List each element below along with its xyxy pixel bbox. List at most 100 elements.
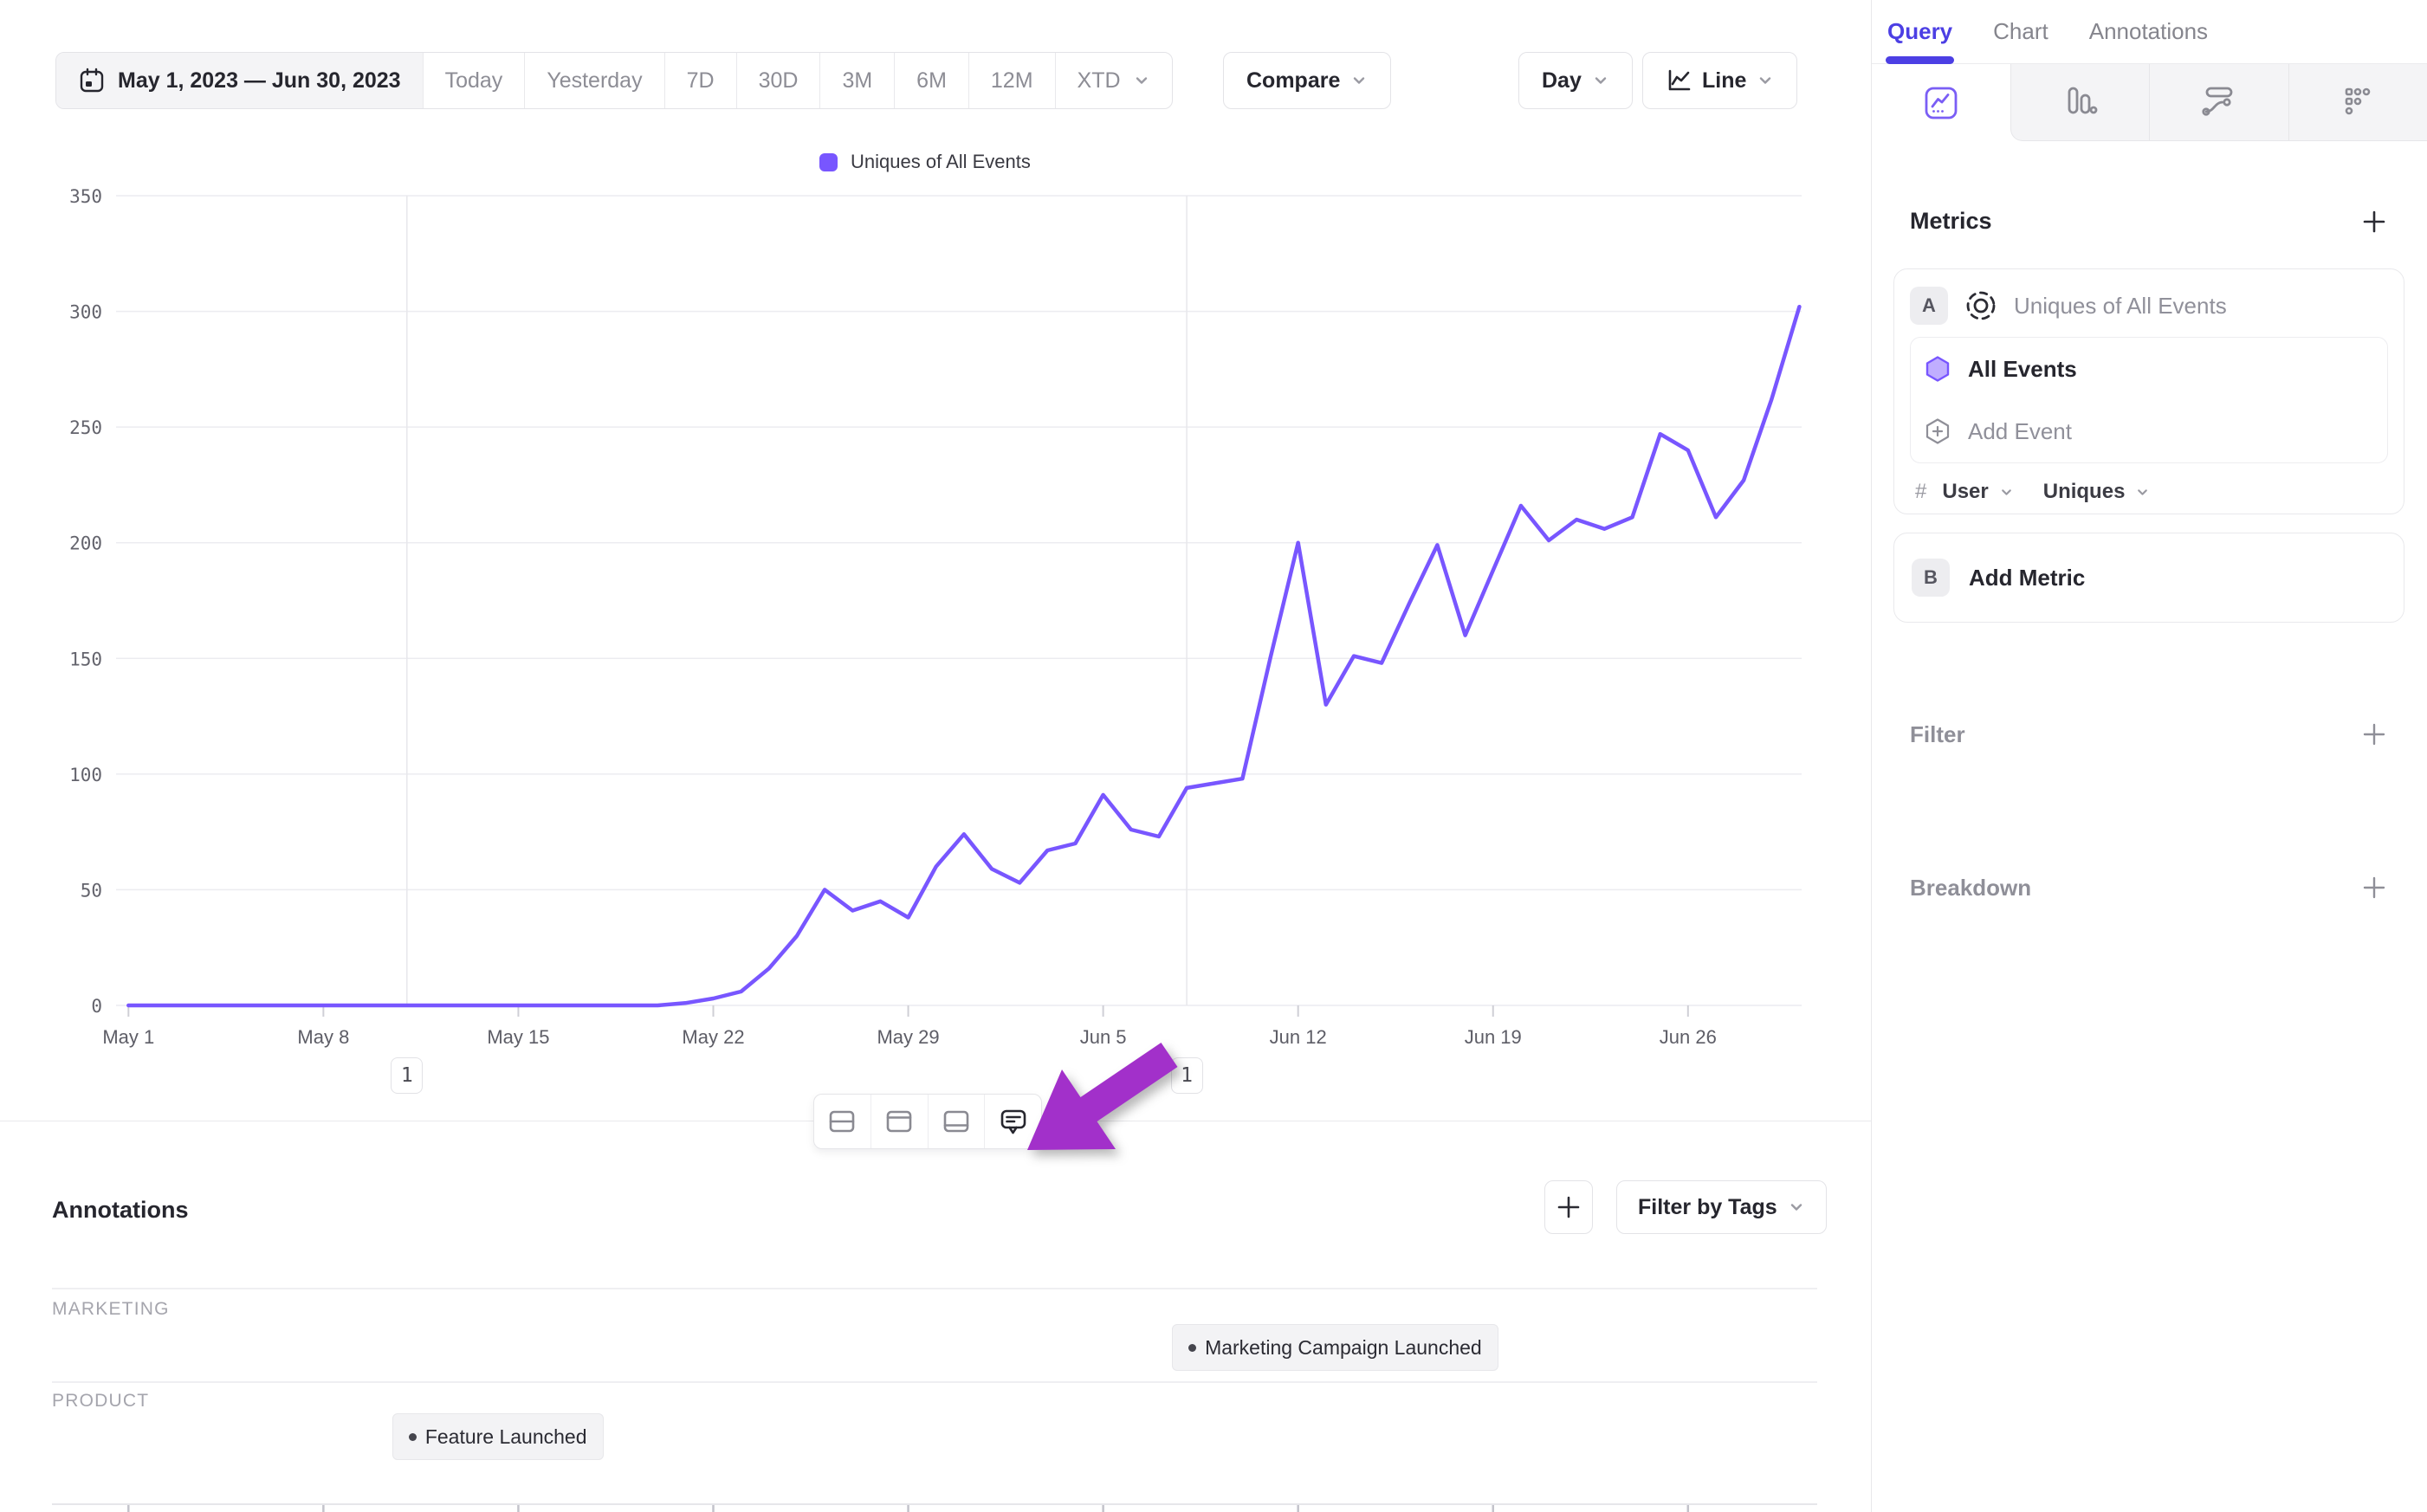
annotation-chip-marketing[interactable]: Marketing Campaign Launched (1172, 1324, 1498, 1371)
aggregation-dropdown[interactable]: Uniques (2042, 480, 2126, 503)
breakdown-section: Breakdown (1910, 869, 2387, 907)
chevron-down-icon (1595, 77, 1607, 84)
preset-label: 3M (842, 68, 873, 93)
plus-icon (2363, 210, 2385, 232)
sidebar-tabs: Query Chart Annotations (1872, 0, 2427, 64)
annotation-count-badge[interactable]: 1 (1170, 1057, 1203, 1094)
preset-label: 6M (916, 68, 947, 93)
filter-label: Filter (1910, 720, 1965, 747)
filter-by-tags-button[interactable]: Filter by Tags (1616, 1180, 1827, 1234)
chart-type-dropdown[interactable]: Line (1642, 52, 1798, 109)
preset-yesterday[interactable]: Yesterday (524, 53, 663, 108)
add-event-label: Add Event (1968, 417, 2072, 444)
chart-type-insights-tile[interactable] (1872, 64, 2010, 141)
preset-label: XTD (1077, 68, 1121, 93)
layout-split-icon (830, 1110, 855, 1133)
chevron-down-icon (1136, 77, 1147, 84)
preset-7d[interactable]: 7D (663, 53, 736, 108)
add-metric-plus-button[interactable] (2361, 209, 2387, 235)
metric-badge: B (1912, 559, 1950, 597)
compare-label: Compare (1246, 68, 1341, 93)
insights-line-icon (1925, 87, 1958, 119)
tab-label: Query (1887, 18, 1953, 44)
annotations-panel-title: Annotations (52, 1197, 189, 1223)
annotation-dot (1188, 1343, 1197, 1352)
metric-name: Uniques of All Events (2014, 292, 2227, 319)
svg-text:May 8: May 8 (297, 1026, 349, 1048)
svg-text:150: 150 (69, 649, 102, 669)
chart-type-flows-tile[interactable] (2149, 64, 2288, 141)
svg-text:100: 100 (69, 765, 102, 785)
entity-dropdown[interactable]: User (1942, 480, 1989, 503)
tab-query[interactable]: Query (1885, 0, 1955, 64)
preset-12m[interactable]: 12M (968, 53, 1055, 108)
tab-annotations[interactable]: Annotations (2089, 0, 2208, 63)
chevron-down-icon (1790, 1204, 1802, 1211)
add-event-row[interactable]: Add Event (1925, 400, 2373, 462)
layout-bottom-button[interactable] (927, 1095, 985, 1148)
chevron-down-icon (1354, 77, 1365, 84)
chart-type-retention-tile[interactable] (2288, 64, 2427, 141)
metric-settings-icon[interactable] (1964, 288, 1998, 323)
svg-text:50: 50 (81, 880, 102, 901)
event-list-card: All Events Add Event (1910, 337, 2388, 463)
svg-text:Jun 5: Jun 5 (1080, 1026, 1127, 1048)
filter-section: Filter (1910, 715, 2387, 753)
svg-text:250: 250 (69, 417, 102, 438)
flows-icon (2202, 87, 2233, 116)
compare-button[interactable]: Compare (1223, 52, 1392, 109)
preset-3m[interactable]: 3M (819, 53, 894, 108)
metrics-title: Metrics (1910, 208, 1992, 234)
metric-card-a: A Uniques of All Events All Events (1893, 268, 2404, 514)
pointer-arrow (1027, 1043, 1178, 1150)
chevron-down-icon[interactable] (2135, 485, 2150, 500)
annotations-toggle-button[interactable] (984, 1095, 1041, 1148)
line-chart[interactable]: 0 50 100 150 200 250 300 350 May 1 May 8 May 15 May… (0, 0, 1871, 1512)
annotations-divider (52, 1381, 1817, 1383)
layout-split-button[interactable] (814, 1095, 870, 1148)
chart-legend[interactable]: Uniques of All Events (819, 151, 1031, 173)
metric-a-header[interactable]: A Uniques of All Events (1910, 283, 2388, 328)
chart-layout-toolbar (813, 1094, 1042, 1149)
chevron-down-icon[interactable] (1999, 485, 2014, 500)
bar-chart-icon (2068, 87, 2098, 114)
preset-30d[interactable]: 30D (735, 53, 820, 108)
date-range-toolbar: May 1, 2023 — Jun 30, 2023 Today Yesterd… (55, 52, 1173, 109)
preset-today[interactable]: Today (422, 53, 525, 108)
report-main-area: 0 50 100 150 200 250 300 350 May 1 May 8 May 15 May… (0, 0, 1871, 1512)
date-range-button[interactable]: May 1, 2023 — Jun 30, 2023 (56, 53, 423, 108)
preset-label: 30D (758, 68, 799, 93)
add-annotation-button[interactable] (1544, 1180, 1593, 1234)
preset-6m[interactable]: 6M (894, 53, 968, 108)
preset-label: 12M (990, 68, 1033, 93)
svg-text:Jun 12: Jun 12 (1270, 1026, 1327, 1048)
annotation-chip-product[interactable]: Feature Launched (392, 1413, 604, 1460)
query-sidebar: Query Chart Annotations (1871, 0, 2427, 1512)
tab-label: Annotations (2088, 18, 2209, 44)
line-chart-icon (1668, 69, 1691, 91)
add-metric-card[interactable]: B Add Metric (1893, 533, 2404, 623)
annotation-group-label: PRODUCT (52, 1391, 150, 1411)
plus-icon (1557, 1196, 1580, 1218)
annotation-chip-label: Feature Launched (424, 1425, 587, 1448)
legend-swatch (819, 152, 838, 171)
metrics-header: Metrics (1910, 208, 2387, 235)
annotation-count-badge[interactable]: 1 (391, 1057, 424, 1094)
add-filter-button[interactable] (2361, 721, 2387, 747)
svg-text:May 22: May 22 (682, 1026, 744, 1048)
svg-text:May 29: May 29 (877, 1026, 939, 1048)
chart-type-bars-tile[interactable] (2010, 64, 2149, 141)
add-breakdown-button[interactable] (2361, 875, 2387, 901)
layout-top-button[interactable] (870, 1095, 928, 1148)
tab-chart[interactable]: Chart (1993, 0, 2048, 63)
svg-text:0: 0 (91, 996, 102, 1017)
metric-config-row: # User Uniques (1910, 474, 2388, 510)
add-metric-label: Add Metric (1969, 564, 2086, 591)
granularity-label: Day (1542, 68, 1582, 93)
event-row-all-events[interactable]: All Events (1925, 338, 2373, 400)
svg-text:Jun 26: Jun 26 (1660, 1026, 1717, 1048)
event-hexagon-icon (1925, 356, 1950, 382)
add-event-hexagon-icon (1925, 418, 1950, 444)
preset-xtd-dropdown[interactable]: XTD (1054, 53, 1172, 108)
granularity-dropdown[interactable]: Day (1518, 52, 1633, 109)
